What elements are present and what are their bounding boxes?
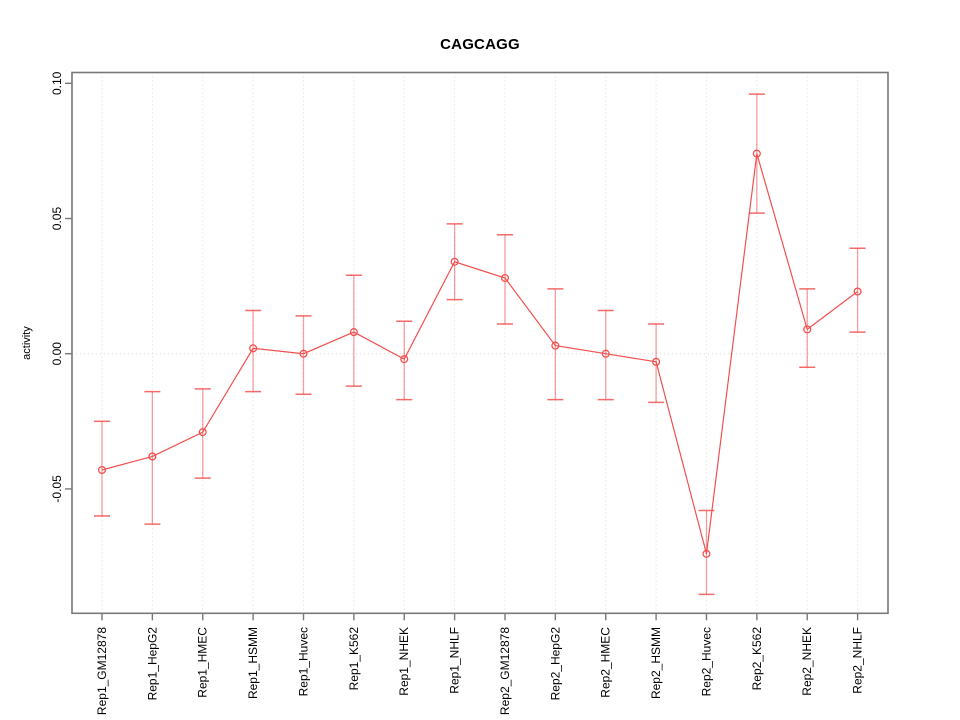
x-tick-label: Rep1_HMEC: [196, 627, 210, 698]
data-point: [450, 257, 459, 266]
x-tick-label: Rep1_GM12878: [95, 627, 109, 715]
y-tick-label: 0.10: [50, 71, 64, 95]
data-point: [299, 349, 308, 358]
data-point: [601, 349, 610, 358]
data-point: [148, 452, 157, 461]
data-point: [551, 341, 560, 350]
series-line: [101, 153, 858, 554]
data-point: [249, 344, 258, 353]
x-tick-label: Rep1_NHEK: [397, 627, 411, 696]
y-tick-label: 0.00: [50, 342, 64, 366]
x-tick-label: Rep1_HSMM: [246, 627, 260, 699]
y-tick-label: -0.05: [50, 475, 64, 503]
plot-border: [71, 71, 889, 615]
x-tick-label: Rep2_HMEC: [599, 627, 613, 698]
data-point: [198, 428, 207, 437]
chart-title: CAGCAGG: [440, 36, 520, 53]
data-point: [652, 357, 661, 366]
data-point: [752, 149, 761, 158]
data-point: [803, 325, 812, 334]
x-tick-label: Rep1_Huvec: [296, 627, 310, 696]
x-tick-label: Rep2_Huvec: [699, 627, 713, 696]
data-point: [400, 355, 409, 364]
x-tick-label: Rep2_NHEK: [800, 627, 814, 696]
x-tick-label: Rep1_HepG2: [145, 627, 159, 701]
data-point: [853, 287, 862, 296]
x-tick-label: Rep1_K562: [347, 627, 361, 691]
x-tick-label: Rep2_K562: [750, 627, 764, 691]
data-point: [97, 465, 107, 475]
data-point: [702, 549, 711, 558]
x-tick-label: Rep1_NHLF: [448, 627, 462, 694]
data-point: [349, 328, 358, 337]
x-tick-label: Rep2_HepG2: [548, 627, 562, 701]
x-tick-label: Rep2_HSMM: [649, 627, 663, 699]
x-tick-label: Rep2_GM12878: [498, 627, 512, 715]
data-point: [500, 273, 510, 283]
x-tick-label: Rep2_NHLF: [851, 627, 865, 694]
y-tick-label: 0.05: [50, 207, 64, 231]
